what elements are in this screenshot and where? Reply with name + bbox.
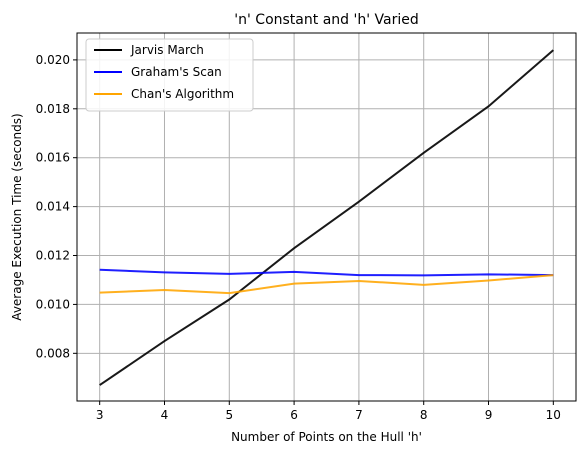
legend: Jarvis March Graham's Scan Chan's Algorith… [85,38,254,112]
x-tick-label: 5 [225,408,233,422]
series-line-graham-s-scan [99,268,554,277]
x-axis-label: Number of Points on the Hull 'h' [231,430,422,444]
x-tick-label: 4 [161,408,169,422]
y-tick-label: 0.008 [36,346,70,360]
y-tick-label: 0.020 [36,53,70,67]
legend-label: Graham's Scan [131,65,222,79]
series-line-jarvis-march [99,49,554,386]
y-tick-label: 0.010 [36,297,70,311]
y-tick-label: 0.012 [36,249,70,263]
y-tick-label: 0.014 [36,200,70,214]
y-tick-label: 0.016 [36,151,70,165]
x-axis-ticks: 3 4 5 6 7 8 9 10 [96,401,561,422]
chart-title: 'n' Constant and 'h' Varied [234,12,418,28]
y-axis-label: Average Execution Time (seconds) [10,113,24,320]
plot-area-frame [76,32,577,402]
series-line-chan-s-algorithm [99,274,554,295]
x-tick-label: 6 [290,408,298,422]
x-tick-label: 8 [420,408,428,422]
y-tick-label: 0.018 [36,102,70,116]
x-tick-label: 9 [485,408,493,422]
legend-label: Chan's Algorithm [131,87,234,101]
x-tick-label: 10 [546,408,561,422]
gridlines [77,33,576,401]
series-lines [99,49,554,386]
legend-box [85,38,254,112]
x-tick-label: 7 [355,408,363,422]
x-tick-label: 3 [96,408,104,422]
y-axis-ticks: 0.008 0.010 0.012 0.014 0.016 0.018 0.020 [36,53,77,360]
legend-label: Jarvis March [130,43,204,57]
